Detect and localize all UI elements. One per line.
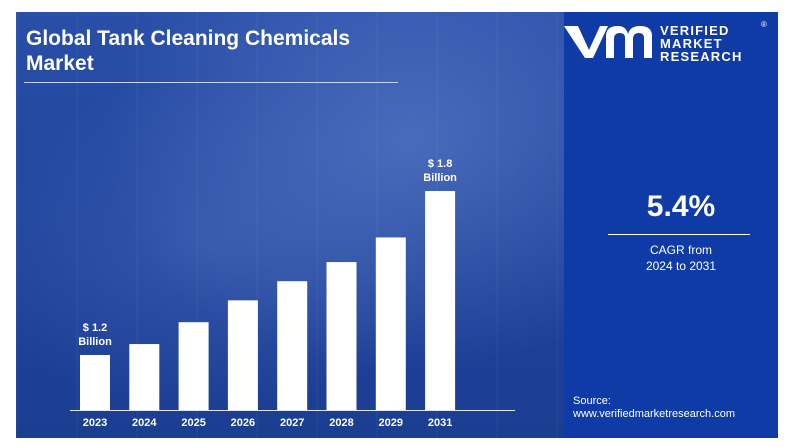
bar-2027: [277, 281, 308, 410]
cagr-divider: [608, 234, 750, 235]
bar-2025: [178, 322, 209, 410]
bar-chart: 2023 2024 2025 2026 2027 2028 2029 2031 $ 1.2 Bil…: [70, 158, 515, 429]
data-label-2031-line-1: $ 1.8: [428, 158, 452, 170]
bar-2029: [375, 237, 406, 410]
x-tick-label-2026: 2026: [231, 417, 255, 429]
bar-2026: [227, 300, 258, 410]
chart-panel: [16, 12, 564, 438]
source-url: www.verifiedmarketresearch.com: [573, 408, 735, 420]
chart-title: Global Tank Cleaning Chemicals Market: [26, 27, 351, 75]
cagr-label-line-2: 2024 to 2031: [645, 259, 717, 273]
cagr-label: CAGR from 2024 to 2031: [596, 242, 766, 274]
x-tick-label-2023: 2023: [83, 417, 107, 429]
registered-mark: ®: [761, 20, 767, 29]
source-label: Source:: [573, 395, 611, 407]
x-tick-label-2028: 2028: [329, 417, 353, 429]
bar-2031: [425, 191, 456, 410]
bar-2023: [80, 355, 110, 410]
bar-2028: [326, 262, 357, 410]
source-note: Source: www.verifiedmarketresearch.com: [573, 395, 735, 421]
data-label-2023-line-2: Billion: [78, 336, 112, 348]
x-tick-label-2031: 2031: [428, 417, 452, 429]
verified-market-research-logo-icon: [564, 26, 652, 58]
data-label-2031-line-2: Billion: [423, 172, 457, 184]
x-tick-label-2025: 2025: [181, 417, 205, 429]
summary-panel: [564, 12, 778, 438]
title-divider: [24, 82, 398, 83]
infographic-panels: [16, 12, 778, 438]
data-label-2023-line-1: $ 1.2: [83, 322, 107, 334]
brand-line-3: RESEARCH: [660, 49, 743, 64]
x-tick-label-2029: 2029: [379, 417, 403, 429]
brand-name: VERIFIED MARKET RESEARCH: [660, 24, 743, 63]
x-tick-label-2024: 2024: [132, 417, 157, 429]
bar-2024: [129, 344, 160, 410]
brand-line-1: VERIFIED: [660, 23, 730, 38]
brand-line-2: MARKET: [660, 36, 723, 51]
cagr-value: 5.4%: [646, 190, 716, 223]
x-tick-label-2027: 2027: [280, 417, 304, 429]
cagr-label-line-1: CAGR from: [649, 243, 712, 257]
